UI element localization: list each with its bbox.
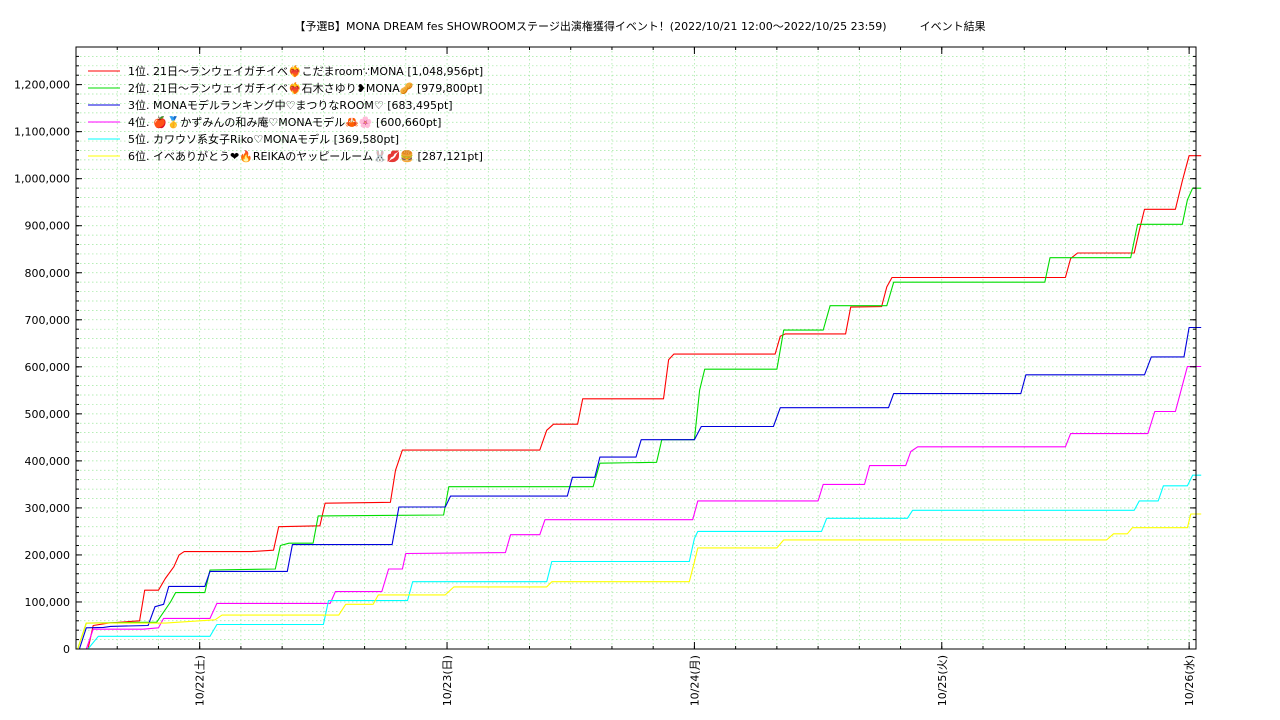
x-tick-label: 10/25(火) bbox=[936, 655, 949, 706]
y-tick-label: 100,000 bbox=[25, 596, 71, 609]
y-tick-label: 700,000 bbox=[25, 314, 71, 327]
y-tick-label: 0 bbox=[63, 643, 70, 656]
series-line-4 bbox=[85, 365, 1202, 650]
legend-entry: 4位. 🍎🥇かずみんの和み庵♡MONAモデル🦀🌸 [600,660pt] bbox=[128, 115, 441, 129]
legend: 1位. 21日〜ランウェイガチイベ❤️‍🔥こだまroom∵MONA [1,048… bbox=[88, 64, 483, 163]
y-tick-label: 200,000 bbox=[25, 549, 71, 562]
legend-entry: 6位. イベありがとう❤🔥REIKAのヤッピールーム🐰💋🍔 [287,121pt… bbox=[128, 149, 483, 163]
y-tick-label: 600,000 bbox=[25, 361, 71, 374]
series-line-2 bbox=[77, 187, 1202, 650]
x-tick-label: 10/24(月) bbox=[688, 655, 701, 706]
y-tick-label: 300,000 bbox=[25, 502, 71, 515]
series-line-1 bbox=[87, 155, 1202, 650]
grid-lines bbox=[75, 47, 1196, 649]
series-lines bbox=[77, 155, 1202, 650]
y-tick-label: 400,000 bbox=[25, 455, 71, 468]
axes: 0 100,000 200,000 300,000 400,000 500,000 600,… bbox=[14, 47, 1196, 706]
x-tick-label: 10/26(水) bbox=[1183, 655, 1196, 706]
y-tick-label: 800,000 bbox=[25, 267, 71, 280]
legend-entry: 2位. 21日〜ランウェイガチイベ❤️‍🔥石木さゆり❥MONA🥜 [979,80… bbox=[128, 81, 482, 95]
y-tick-label: 1,200,000 bbox=[14, 79, 70, 92]
x-tick-label: 10/23(日) bbox=[441, 655, 454, 706]
y-tick-label: 500,000 bbox=[25, 408, 71, 421]
legend-entry: 5位. カワウソ系女子Riko♡MONAモデル [369,580pt] bbox=[128, 132, 399, 146]
series-line-3 bbox=[78, 326, 1202, 650]
y-tick-label: 900,000 bbox=[25, 220, 71, 233]
y-tick-label: 1,000,000 bbox=[14, 173, 70, 186]
legend-entry: 3位. MONAモデルランキング中♡まつりなROOM♡ [683,495pt] bbox=[128, 98, 453, 112]
legend-entry: 1位. 21日〜ランウェイガチイベ❤️‍🔥こだまroom∵MONA [1,048… bbox=[128, 64, 483, 78]
series-line-5 bbox=[87, 474, 1202, 650]
chart-title: 【予選B】MONA DREAM fes SHOWROOMステージ出演権獲得イベン… bbox=[294, 20, 986, 33]
y-tick-label: 1,100,000 bbox=[14, 126, 70, 139]
series-line-6 bbox=[77, 513, 1202, 650]
x-tick-label: 10/22(土) bbox=[194, 655, 207, 706]
